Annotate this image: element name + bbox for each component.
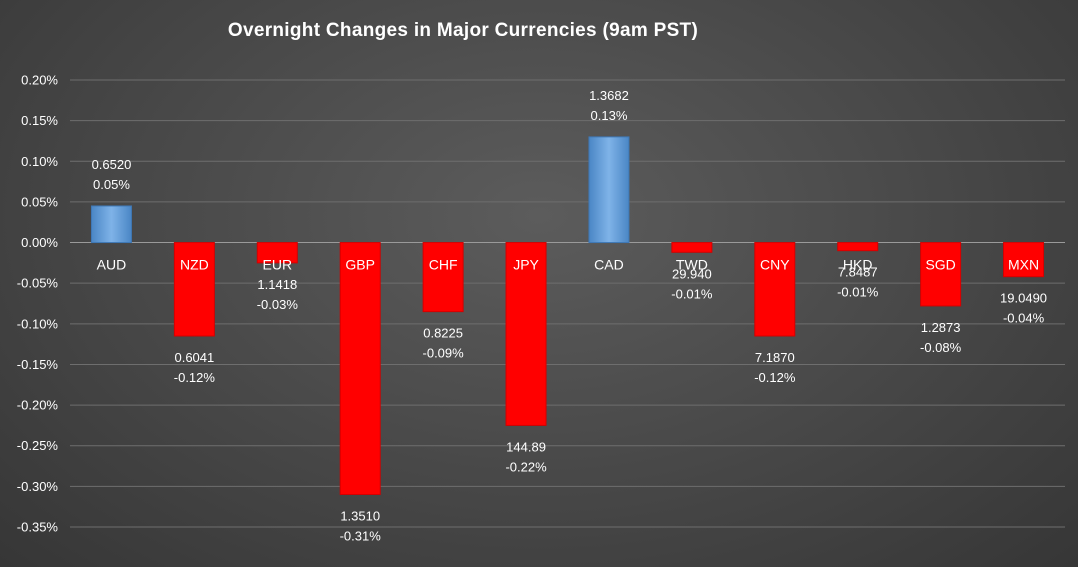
y-tick-label: 0.05% [21,194,58,209]
rate-label: 1.1418 [257,277,297,292]
bar-twd [671,242,713,253]
category-label: CNY [760,257,790,273]
y-tick-label: -0.35% [17,520,59,535]
bar-hkd [837,242,879,252]
bar-mxn [1003,242,1045,278]
bar-cny [754,242,796,337]
rate-label: 0.6041 [174,350,214,365]
bar-eur [256,242,298,264]
percent-label: -0.12% [754,370,796,385]
category-label: SGD [925,257,955,273]
rate-label: 29.940 [672,266,712,281]
percent-label: 0.05% [93,177,130,192]
y-tick-label: 0.15% [21,113,58,128]
percent-label: -0.08% [920,340,962,355]
rate-label: 1.3510 [340,508,380,523]
rate-label: 19.0490 [1000,291,1047,306]
y-tick-label: -0.20% [17,398,59,413]
percent-label: -0.31% [340,528,382,543]
y-axis-tick-labels: 0.20% 0.15% 0.10% 0.05% 0.00% -0.05% -0.10% -0.… [17,73,59,535]
percent-label: -0.12% [174,370,216,385]
chart-title: Overnight Changes in Major Currencies (9… [227,20,699,41]
category-label: GBP [345,257,375,273]
category-label: TWD [676,257,708,273]
rate-label: 1.3682 [589,88,629,103]
y-tick-label: -0.10% [17,316,59,331]
category-label: HKD [843,257,873,273]
y-tick-label: 0.20% [21,73,58,88]
percent-label: -0.22% [505,459,547,474]
percent-label: -0.03% [257,297,299,312]
gridlines [70,79,1065,528]
category-label: EUR [263,257,293,273]
bar-cad [588,136,630,244]
percent-label: 0.13% [591,108,628,123]
category-label: CAD [594,257,624,273]
bar-sgd [920,242,962,307]
category-label: NZD [180,257,209,273]
rate-label: 7.8487 [838,265,878,280]
bar-nzd [173,242,215,337]
y-tick-label: -0.30% [17,479,59,494]
bar-aud [90,205,132,244]
rate-label: 7.1870 [755,350,795,365]
category-label: JPY [513,257,539,273]
bar-jpy [505,242,547,426]
percent-label: -0.04% [1003,311,1045,326]
labels: AUD 0.6520 0.05% NZD 0.6041 -0.12% EUR 1.1418 -0… [92,88,1047,544]
percent-label: -0.09% [423,346,465,361]
category-label: AUD [97,257,127,273]
rate-label: 0.6520 [92,157,132,172]
y-tick-label: 0.00% [21,235,58,250]
y-tick-label: 0.10% [21,154,58,169]
y-tick-label: -0.15% [17,357,59,372]
rate-label: 1.2873 [921,320,961,335]
category-label: MXN [1008,257,1039,273]
y-tick-label: -0.05% [17,276,59,291]
bars [90,136,1045,495]
category-label: CHF [429,257,458,273]
percent-label: -0.01% [837,285,879,300]
rate-label: 0.8225 [423,326,463,341]
y-tick-label: -0.25% [17,438,59,453]
percent-label: -0.01% [671,286,713,301]
rate-label: 144.89 [506,439,546,454]
bar-gbp [339,242,381,495]
bar-chf [422,242,464,313]
